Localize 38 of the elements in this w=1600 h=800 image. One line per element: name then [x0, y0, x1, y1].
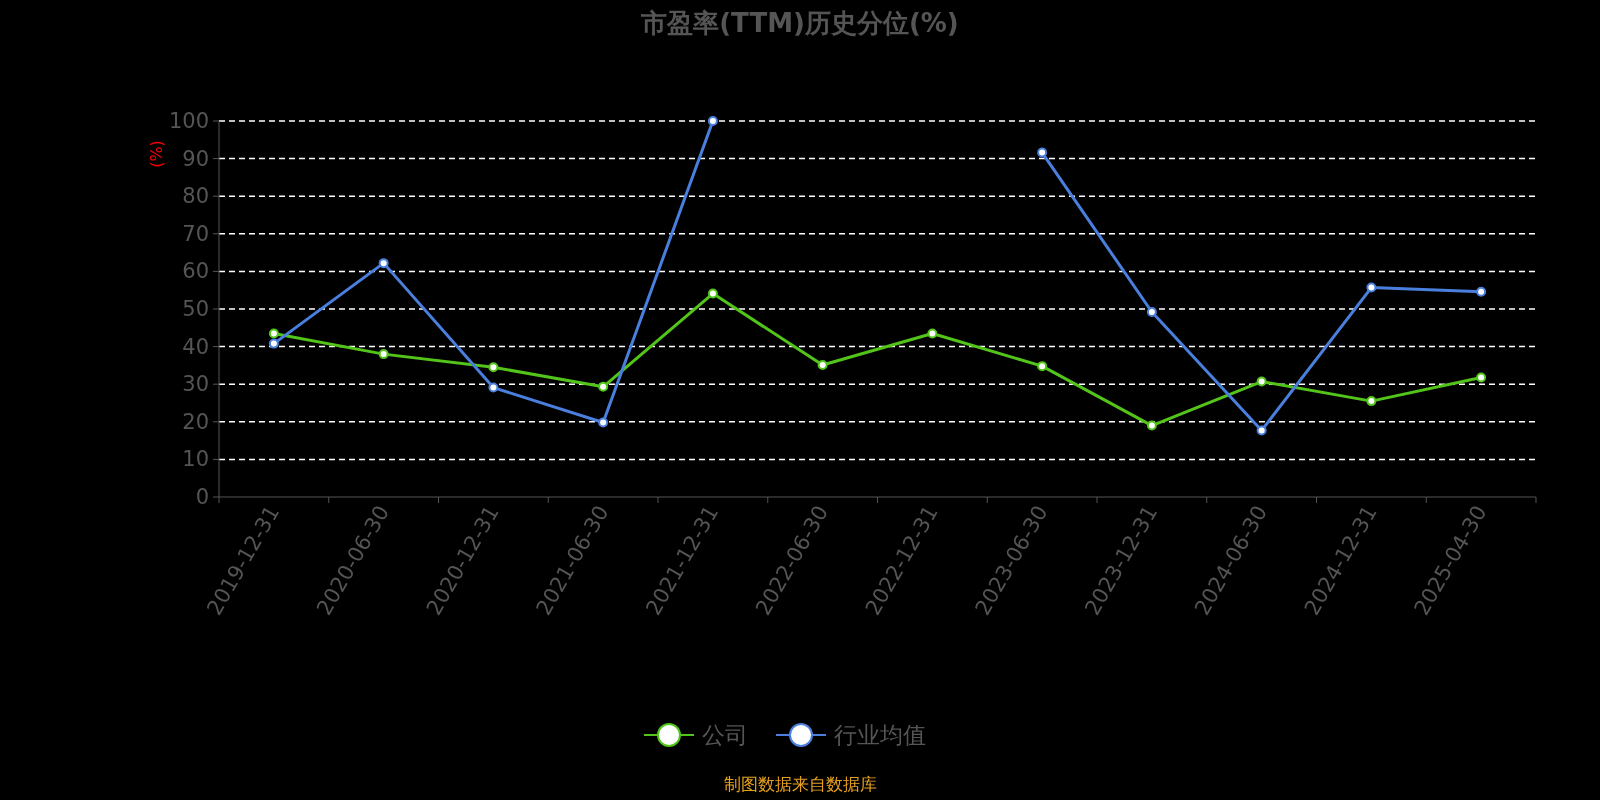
point — [598, 417, 609, 428]
point — [1476, 372, 1487, 383]
point — [707, 288, 718, 299]
y-tick-label: 40 — [182, 334, 209, 359]
y-tick-label: 60 — [182, 259, 209, 284]
point — [1146, 307, 1157, 318]
text: 制图数据来自数据库 — [723, 774, 877, 794]
y-tick-label: 20 — [182, 409, 209, 434]
legend-label: 行业均值 — [834, 722, 926, 748]
point — [598, 381, 609, 392]
point — [817, 360, 828, 371]
point — [268, 338, 279, 349]
point — [1256, 376, 1267, 387]
y-tick-label: 100 — [168, 109, 209, 133]
y-tick-label: 50 — [182, 297, 209, 321]
point — [488, 382, 499, 393]
y-tick-label: 80 — [182, 184, 209, 209]
point — [268, 328, 279, 339]
point — [927, 328, 938, 339]
y-tick-label: 90 — [182, 146, 209, 171]
point — [378, 258, 389, 269]
y-tick-label: 30 — [182, 372, 209, 397]
point — [1256, 425, 1267, 436]
y-tick-label: 70 — [182, 221, 209, 246]
y-tick-label: 0 — [195, 485, 209, 509]
chart-title: 市盈率(TTM)历史分位(%) — [640, 8, 959, 38]
point — [378, 349, 389, 360]
point — [1476, 286, 1487, 297]
point — [1366, 282, 1377, 293]
legend-label: 公司 — [702, 722, 748, 748]
point — [707, 116, 718, 126]
point — [488, 362, 499, 373]
point — [1146, 420, 1157, 431]
point — [1366, 396, 1377, 407]
point — [1037, 361, 1048, 372]
y-axis-title: (%) — [147, 140, 166, 168]
y-tick-label: 10 — [182, 447, 209, 472]
point — [1037, 147, 1048, 158]
